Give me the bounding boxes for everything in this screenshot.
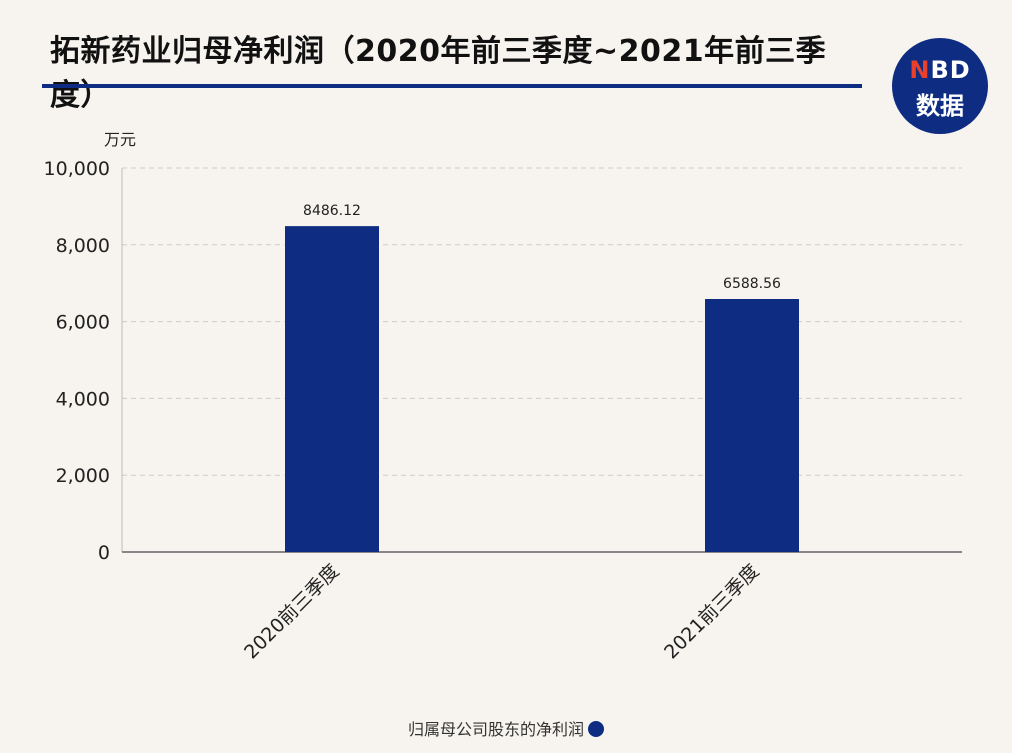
x-tick-label: 2020前三季度 — [240, 560, 343, 663]
legend: 归属母公司股东的净利润 — [0, 716, 1012, 740]
chart-title: 拓新药业归母净利润（2020年前三季度~2021年前三季度） — [50, 34, 827, 113]
y-tick-label: 4,000 — [56, 388, 110, 410]
y-tick-label: 8,000 — [56, 235, 110, 257]
legend-swatch — [588, 721, 604, 737]
data-label: 8486.12 — [303, 203, 361, 219]
bar — [705, 298, 799, 552]
x-tick-label: 2021前三季度 — [660, 560, 763, 663]
y-axis-unit-label: 万元 — [104, 130, 137, 149]
y-tick-label: 2,000 — [56, 465, 110, 487]
logo-letter-n: N — [909, 56, 931, 84]
nbd-logo: NBD 数据 — [892, 38, 988, 134]
logo-text-data: 数据 — [916, 92, 964, 120]
y-tick-label: 6,000 — [56, 312, 110, 334]
title-underline — [42, 84, 862, 88]
legend-label: 归属母公司股东的净利润 — [407, 720, 584, 739]
logo-letters-bd: BD — [930, 56, 971, 84]
y-tick-label: 10,000 — [44, 158, 110, 180]
y-tick-label: 0 — [98, 542, 110, 564]
data-label: 6588.56 — [723, 276, 781, 292]
bar — [285, 226, 379, 552]
